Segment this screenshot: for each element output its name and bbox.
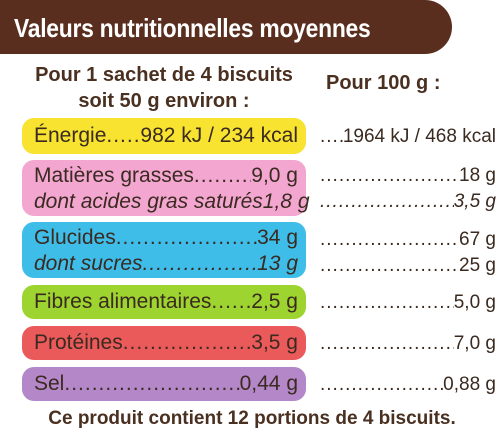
fibres-row: Fibres alimentaires ....................…	[22, 285, 306, 319]
title-banner: Valeurs nutritionnelles moyennes	[0, 0, 452, 54]
fibres-per100-cell: ...................................... 5…	[320, 292, 496, 313]
fibres-per100: 5,0 g	[453, 292, 496, 313]
portions-footer: Ce produit contient 12 portions de 4 bis…	[48, 408, 456, 429]
acides-gras-satures-per100: 3,5 g	[453, 191, 496, 212]
portion-header-line1: Pour 1 sachet de 4 biscuits	[35, 64, 293, 86]
fibres-label: Fibres alimentaires	[34, 290, 212, 313]
matieres-grasses-per100: 18 g	[459, 165, 496, 186]
glucides-label: Glucides	[34, 226, 116, 249]
sel-portion: 0,44 g	[239, 372, 298, 395]
sel-label: Sel	[34, 372, 65, 395]
portion-header-line2: soit 50 g environ :	[78, 90, 250, 112]
sel-per100: 0,88 g	[443, 374, 496, 395]
per100-header: Pour 100 g :	[326, 72, 441, 94]
matieres-grasses-row: Matières grasses .......................…	[22, 160, 310, 216]
sucres-portion: 13 g	[257, 252, 298, 275]
glucides-per100-cell: ...................................... 6…	[320, 229, 496, 250]
matieres-grasses-label: Matières grasses	[34, 164, 194, 187]
sucres-label: dont sucres	[34, 252, 143, 275]
energie-label: Énergie	[34, 124, 107, 147]
proteines-portion: 3,5 g	[251, 331, 298, 354]
sucres-per100-cell: ...................................... 2…	[320, 255, 496, 276]
acides-gras-satures-portion: 1,8 g	[262, 190, 310, 213]
sucres-per100: 25 g	[459, 255, 496, 276]
portion-header: Pour 1 sachet de 4 biscuits soit 50 g en…	[24, 62, 304, 114]
glucides-per100: 67 g	[459, 229, 496, 250]
fibres-portion: 2,5 g	[251, 290, 298, 313]
matieres-grasses-portion: 9,0 g	[251, 164, 298, 187]
energie-per100-cell: ...... 1964 kJ / 468 kcal	[320, 126, 496, 147]
energie-row: Énergie .............................. 9…	[22, 118, 306, 154]
energie-portion: 982 kJ / 234 kcal	[140, 124, 298, 147]
energie-per100: 1964 kJ / 468 kcal	[342, 126, 496, 147]
page-title: Valeurs nutritionnelles moyennes	[14, 13, 371, 43]
proteines-per100: 7,0 g	[453, 333, 496, 354]
glucides-row: Glucides .............................. …	[22, 222, 306, 278]
sel-row: Sel .............................. 0,44 …	[22, 367, 306, 401]
acides-gras-satures-label: dont acides gras saturés	[34, 190, 263, 213]
matieres-grasses-per100-cell: ...................................... 1…	[320, 165, 496, 186]
proteines-row: Protéines ..............................…	[22, 326, 306, 360]
proteines-label: Protéines	[34, 331, 123, 354]
glucides-portion: 34 g	[257, 226, 298, 249]
proteines-per100-cell: ...................................... 7…	[320, 333, 496, 354]
sel-per100-cell: ...................................... 0…	[320, 374, 496, 395]
acides-gras-satures-per100-cell: ...................................... 3…	[320, 191, 496, 212]
